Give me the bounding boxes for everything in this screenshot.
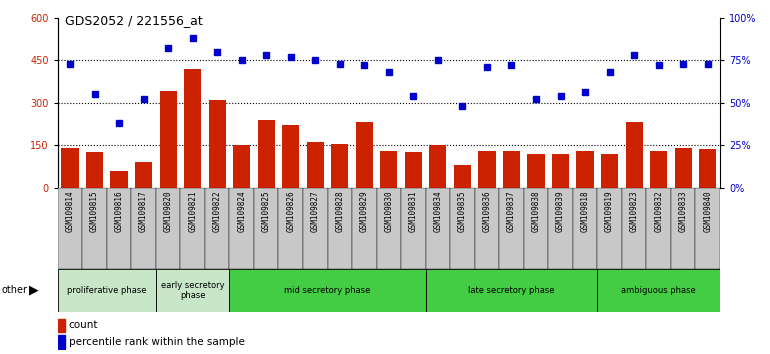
Text: GDS2052 / 221556_at: GDS2052 / 221556_at [65,14,203,27]
Bar [503,151,520,188]
Bar [184,69,201,188]
Bar [86,152,103,188]
Bar [622,188,646,269]
Bar [552,154,569,188]
Bar [58,269,156,312]
Bar [62,148,79,188]
Bar [601,154,618,188]
Bar [426,269,598,312]
Text: other: other [2,285,28,295]
Bar [671,188,695,269]
Text: GSM109827: GSM109827 [311,190,320,232]
Bar [156,188,180,269]
Text: GSM109816: GSM109816 [115,190,123,232]
Text: mid secretory phase: mid secretory phase [284,286,370,295]
Text: GSM109825: GSM109825 [262,190,271,232]
Bar [598,269,720,312]
Text: GSM109837: GSM109837 [507,190,516,232]
Bar [279,188,303,269]
Text: GSM109834: GSM109834 [434,190,443,232]
Bar [450,188,474,269]
Bar [254,188,279,269]
Bar [135,162,152,188]
Text: GSM109821: GSM109821 [188,190,197,232]
Text: GSM109814: GSM109814 [65,190,75,232]
Text: GSM109820: GSM109820 [163,190,172,232]
Bar [156,269,229,312]
Text: GSM109839: GSM109839 [556,190,565,232]
Bar [524,188,548,269]
Text: GSM109826: GSM109826 [286,190,295,232]
Bar [695,188,720,269]
Bar [282,125,300,188]
Text: GSM109831: GSM109831 [409,190,418,232]
Bar [675,148,691,188]
Bar [58,319,65,332]
Bar [573,188,598,269]
Bar [699,149,716,188]
Bar [209,100,226,188]
Bar [132,188,156,269]
Bar [233,145,250,188]
Bar [327,188,352,269]
Bar [205,188,229,269]
Text: GSM109833: GSM109833 [678,190,688,232]
Text: GSM109817: GSM109817 [139,190,148,232]
Bar [229,269,426,312]
Bar [426,188,450,269]
Bar [474,188,499,269]
Bar [650,151,668,188]
Bar [478,151,496,188]
Bar [107,188,132,269]
Bar [499,188,524,269]
Text: GSM109838: GSM109838 [531,190,541,232]
Text: GSM109829: GSM109829 [360,190,369,232]
Bar [303,188,327,269]
Bar [82,188,107,269]
Text: GSM109823: GSM109823 [630,190,638,232]
Text: GSM109819: GSM109819 [605,190,614,232]
Bar [352,188,377,269]
Text: GSM109830: GSM109830 [384,190,393,232]
Bar [180,188,205,269]
Text: ▶: ▶ [29,284,38,297]
Bar [159,91,176,188]
Bar [377,188,401,269]
Text: early secretory
phase: early secretory phase [161,281,225,300]
Bar [598,188,622,269]
Bar [548,188,573,269]
Text: GSM109818: GSM109818 [581,190,590,232]
Bar [625,122,643,188]
Bar [58,335,65,349]
Text: GSM109840: GSM109840 [703,190,712,232]
Bar [380,151,397,188]
Bar [258,120,275,188]
Bar [229,188,254,269]
Text: GSM109835: GSM109835 [458,190,467,232]
Text: GSM109836: GSM109836 [483,190,491,232]
Bar [356,122,373,188]
Text: ambiguous phase: ambiguous phase [621,286,696,295]
Bar [646,188,671,269]
Bar [430,145,447,188]
Text: GSM109828: GSM109828 [335,190,344,232]
Text: late secretory phase: late secretory phase [468,286,554,295]
Bar [401,188,426,269]
Text: percentile rank within the sample: percentile rank within the sample [69,337,244,347]
Bar [331,144,348,188]
Text: GSM109822: GSM109822 [213,190,222,232]
Bar [58,188,82,269]
Bar [454,165,471,188]
Bar [577,151,594,188]
Text: proliferative phase: proliferative phase [67,286,146,295]
Bar [110,171,128,188]
Text: count: count [69,320,98,330]
Text: GSM109815: GSM109815 [90,190,99,232]
Text: GSM109832: GSM109832 [654,190,663,232]
Bar [405,152,422,188]
Text: GSM109824: GSM109824 [237,190,246,232]
Bar [306,142,324,188]
Bar [527,154,544,188]
